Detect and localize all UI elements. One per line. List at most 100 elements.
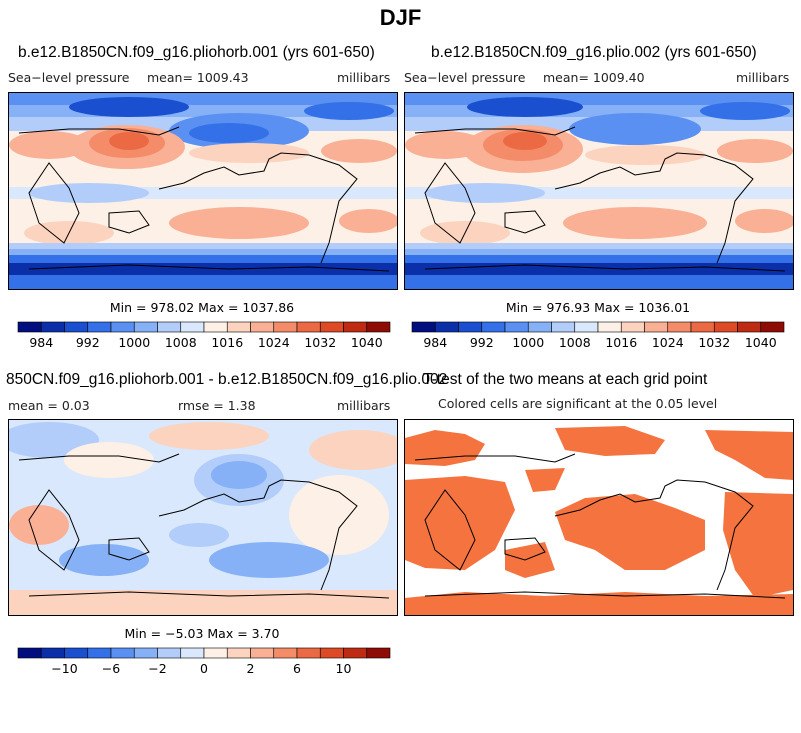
panel2-mean-label: mean= 1009.40 [543, 70, 645, 85]
colorbar-tick-label: 1024 [258, 335, 290, 350]
colorbar-tick-label: 10 [336, 661, 352, 676]
colorbar-swatch [760, 321, 785, 333]
colorbar-swatch [319, 321, 344, 333]
colorbar-swatch [319, 647, 344, 659]
panel1-units-label: millibars [337, 70, 391, 85]
panel1-slp-field [9, 93, 397, 289]
panel2-title: b.e12.B1850CN.f09_g16.plio.002 (yrs 601-… [431, 44, 757, 61]
colorbar-swatch [133, 321, 158, 333]
panel2-units-label: millibars [736, 70, 790, 85]
colorbar-swatch [644, 321, 669, 333]
colorbar-swatch [366, 321, 391, 333]
colorbar-tick-label: 1024 [652, 335, 684, 350]
colorbar-swatch [226, 647, 251, 659]
colorbar-swatch [87, 321, 112, 333]
panel4-map [404, 419, 794, 616]
colorbar-swatch [343, 321, 368, 333]
colorbar-swatch [64, 647, 89, 659]
colorbar-swatch [366, 647, 391, 659]
colorbar-swatch [620, 321, 645, 333]
colorbar-tick-label: 6 [293, 661, 301, 676]
colorbar-tick-label: −2 [148, 661, 166, 676]
colorbar-swatch [40, 321, 65, 333]
panel3-colorbar: −10 −6 −2 0 2 6 10 [17, 647, 391, 676]
colorbar-swatch [110, 321, 135, 333]
colorbar-tick-label: 984 [29, 335, 53, 350]
colorbar-swatch [527, 321, 552, 333]
panel1-mean-label: mean= 1009.43 [147, 70, 249, 85]
colorbar-swatch [87, 647, 112, 659]
significant-cells [405, 426, 793, 615]
colorbar-swatch [504, 321, 529, 333]
colorbar-swatch [17, 321, 42, 333]
panel4-title: T-test of the two means at each grid poi… [423, 371, 708, 388]
colorbar-swatch [551, 321, 576, 333]
colorbar-swatch [597, 321, 622, 333]
colorbar-swatch [458, 321, 483, 333]
panel3-difference-field [9, 420, 397, 615]
colorbar-tick-label: −10 [51, 661, 77, 676]
colorbar-swatch [180, 321, 205, 333]
colorbar-swatch [667, 321, 692, 333]
panel1-colorbar-svg: 984 992 1000 1008 1016 1024 1032 1040 [17, 321, 391, 350]
colorbar-swatch [180, 647, 205, 659]
colorbar-swatch [273, 647, 298, 659]
colorbar-swatch [250, 321, 275, 333]
colorbar-tick-label: 984 [423, 335, 447, 350]
colorbar-swatch [574, 321, 599, 333]
colorbar-tick-label: 2 [247, 661, 255, 676]
panel3-mean-label: mean = 0.03 [8, 398, 90, 413]
colorbar-tick-label: 1016 [211, 335, 243, 350]
panel3-rmse-label: rmse = 1.38 [178, 398, 256, 413]
colorbar-swatch [411, 321, 436, 333]
panel1-map [8, 92, 398, 290]
colorbar-swatch [250, 647, 275, 659]
colorbar-swatch [203, 321, 228, 333]
panel2-minmax: Min = 976.93 Max = 1036.01 [505, 300, 691, 315]
colorbar-swatch [203, 647, 228, 659]
colorbar-swatch [343, 647, 368, 659]
panel1-minmax: Min = 978.02 Max = 1037.86 [109, 300, 295, 315]
panel1-variable-label: Sea−level pressure [8, 70, 130, 85]
colorbar-swatch [737, 321, 762, 333]
colorbar-tick-label: −6 [102, 661, 120, 676]
panel2-colorbar: 984 992 1000 1008 1016 1024 1032 1040 [411, 321, 785, 350]
colorbar-swatch [434, 321, 459, 333]
colorbar-swatch [481, 321, 506, 333]
colorbar-swatch [296, 321, 321, 333]
colorbar-swatch [273, 321, 298, 333]
colorbar-tick-label: 1040 [351, 335, 383, 350]
colorbar-swatch [133, 647, 158, 659]
colorbar-swatch [17, 647, 42, 659]
panel2-slp-field [405, 93, 793, 289]
colorbar-tick-label: 1016 [605, 335, 637, 350]
panel3-colorbar-svg: −10 −6 −2 0 2 6 10 [17, 647, 391, 676]
colorbar-tick-label: 1040 [745, 335, 777, 350]
colorbar-tick-label: 0 [200, 661, 208, 676]
panel2-variable-label: Sea−level pressure [404, 70, 526, 85]
colorbar-tick-label: 1032 [304, 335, 336, 350]
panel3-map [8, 419, 398, 616]
colorbar-swatch [690, 321, 715, 333]
colorbar-swatch [40, 647, 65, 659]
panel1-title: b.e12.B1850CN.f09_g16.pliohorb.001 (yrs … [18, 44, 375, 61]
colorbar-tick-label: 1008 [165, 335, 197, 350]
colorbar-swatch [157, 647, 182, 659]
panel3-title: 850CN.f09_g16.pliohorb.001 - b.e12.B1850… [6, 371, 448, 388]
colorbar-tick-label: 1000 [512, 335, 544, 350]
panel4-subtitle: Colored cells are significant at the 0.0… [438, 396, 718, 411]
colorbar-tick-label: 1000 [118, 335, 150, 350]
colorbar-swatch [226, 321, 251, 333]
figure-title: DJF [379, 5, 422, 30]
colorbar-swatch [296, 647, 321, 659]
colorbar-tick-label: 1032 [698, 335, 730, 350]
colorbar-swatch [64, 321, 89, 333]
panel3-units-label: millibars [337, 398, 391, 413]
colorbar-swatch [713, 321, 738, 333]
colorbar-swatch [157, 321, 182, 333]
colorbar-tick-label: 992 [76, 335, 100, 350]
colorbar-tick-label: 1008 [559, 335, 591, 350]
colorbar-swatch [110, 647, 135, 659]
panel4-significance-field [405, 420, 793, 615]
colorbar-tick-label: 992 [470, 335, 494, 350]
